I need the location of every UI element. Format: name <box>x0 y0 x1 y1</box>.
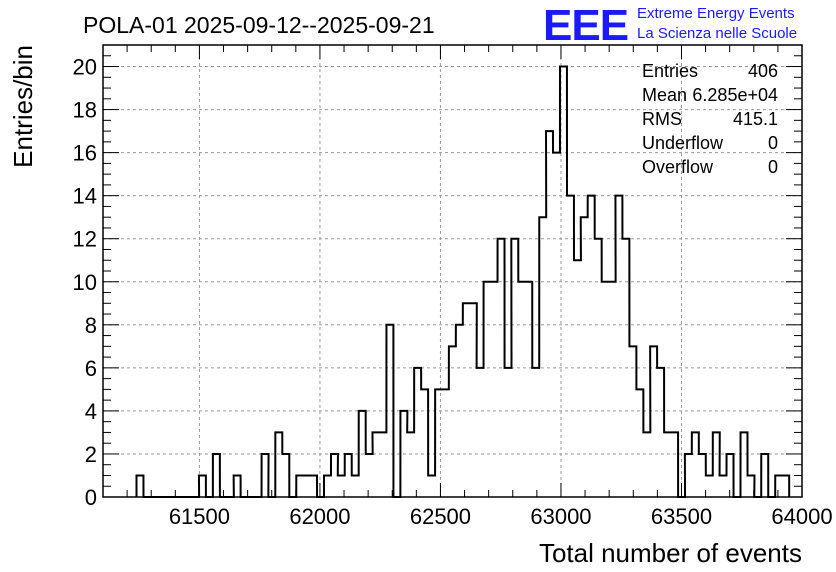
y-tick-label: 20 <box>73 55 97 80</box>
eee-logo: EEE Extreme Energy Events La Scienza nel… <box>543 1 797 50</box>
stats-value: 415.1 <box>733 109 778 129</box>
stats-label: Overflow <box>642 157 714 177</box>
y-tick-label: 6 <box>85 356 97 381</box>
logo-mark: EEE <box>543 1 628 50</box>
y-tick-label: 12 <box>73 227 97 252</box>
stats-box: Entries 406 Mean 6.285e+04 RMS 415.1 Underflow… <box>642 61 778 177</box>
stats-label: Mean <box>642 85 687 105</box>
y-tick-label: 8 <box>85 313 97 338</box>
stats-label: Underflow <box>642 133 724 153</box>
y-axis-label: Entries/bin <box>8 45 38 168</box>
x-tick-label: 62500 <box>410 504 471 529</box>
x-tick-label: 61500 <box>169 504 230 529</box>
x-axis-ticks: 61500 62000 62500 63000 63500 64000 <box>102 45 833 529</box>
stats-value: 0 <box>768 157 778 177</box>
stats-value: 406 <box>748 61 778 81</box>
stats-label: RMS <box>642 109 682 129</box>
x-tick-label: 63500 <box>651 504 712 529</box>
y-tick-label: 16 <box>73 141 97 166</box>
chart-title: POLA-01 2025-09-12--2025-09-21 <box>83 12 435 38</box>
stats-value: 6.285e+04 <box>692 85 778 105</box>
y-tick-label: 18 <box>73 98 97 123</box>
x-tick-label: 64000 <box>771 504 832 529</box>
y-tick-label: 2 <box>85 442 97 467</box>
y-tick-label: 0 <box>85 485 97 510</box>
x-tick-label: 63000 <box>530 504 591 529</box>
logo-line-1: Extreme Energy Events <box>637 5 795 22</box>
stats-value: 0 <box>768 133 778 153</box>
grid-lines <box>103 45 802 497</box>
x-axis-label: Total number of events <box>539 538 802 568</box>
y-tick-label: 4 <box>85 399 97 424</box>
y-tick-label: 10 <box>73 270 97 295</box>
y-axis-ticks: 0 2 4 6 8 10 12 14 16 18 20 <box>73 44 802 510</box>
stats-label: Entries <box>642 61 698 81</box>
x-tick-label: 62000 <box>289 504 350 529</box>
logo-line-2: La Scienza nelle Scuole <box>637 25 797 42</box>
y-tick-label: 14 <box>73 184 97 209</box>
plot-frame <box>102 44 803 498</box>
